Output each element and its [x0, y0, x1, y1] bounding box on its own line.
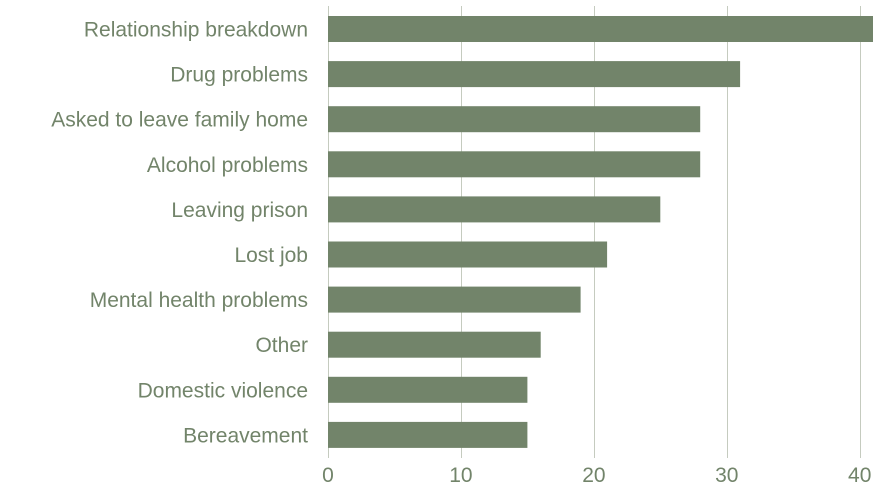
bar-relationship-breakdown — [328, 16, 873, 42]
bar-lost-job — [328, 241, 608, 268]
category-labels: Relationship breakdown Drug problems Asked… — [51, 19, 308, 448]
x-tick-label-40: 40 — [848, 464, 871, 487]
bar-mental-health-problems — [328, 286, 581, 313]
bar-alcohol-problems — [328, 151, 701, 178]
bar-drug-problems — [328, 61, 741, 88]
category-label-drug-problems: Drug problems — [170, 64, 308, 87]
x-tick-label-30: 30 — [715, 464, 738, 487]
category-label-other: Other — [255, 334, 308, 357]
category-label-leaving-prison: Leaving prison — [171, 199, 308, 222]
bar-bereavement — [328, 421, 528, 448]
bars — [328, 16, 873, 448]
category-label-lost-job: Lost job — [234, 244, 308, 267]
category-label-relationship-breakdown: Relationship breakdown — [84, 19, 308, 42]
x-axis-ticks: 0 10 20 30 40 — [322, 464, 871, 487]
category-label-mental-health-problems: Mental health problems — [90, 289, 308, 312]
bar-domestic-violence — [328, 376, 528, 403]
category-label-alcohol-problems: Alcohol problems — [147, 154, 308, 177]
bar-asked-to-leave-family-home — [328, 106, 701, 133]
bar-leaving-prison — [328, 196, 661, 223]
x-tick-label-20: 20 — [582, 464, 605, 487]
category-label-domestic-violence: Domestic violence — [138, 379, 308, 402]
x-tick-label-0: 0 — [322, 464, 334, 487]
category-label-asked-to-leave-family-home: Asked to leave family home — [51, 109, 308, 132]
x-tick-label-10: 10 — [449, 464, 472, 487]
category-label-bereavement: Bereavement — [183, 424, 308, 447]
bar-other — [328, 331, 541, 358]
